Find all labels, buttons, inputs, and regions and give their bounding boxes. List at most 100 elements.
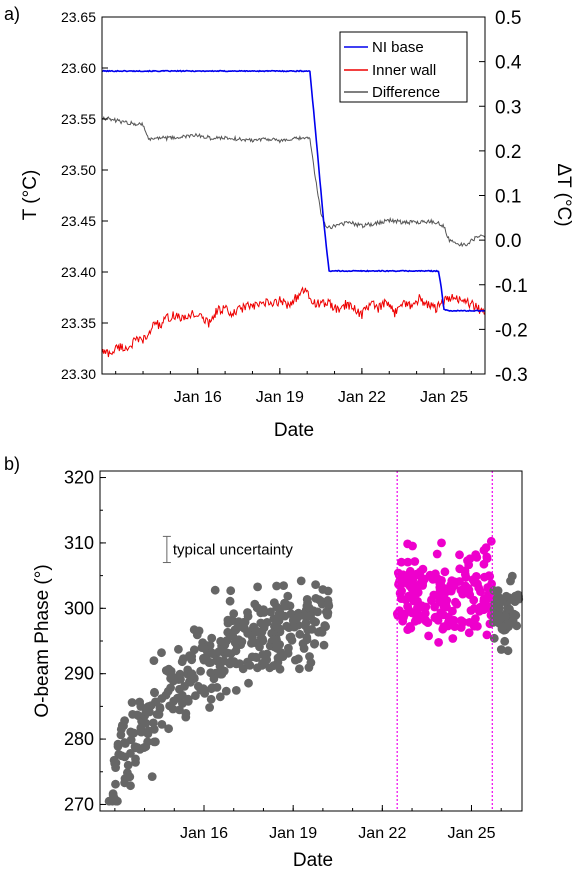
scatter-point — [147, 772, 157, 781]
scatter-point — [197, 643, 207, 652]
y2-tick-label: 0.4 — [495, 53, 522, 74]
y2-tick-label: 0.1 — [495, 187, 521, 208]
scatter-point — [441, 598, 451, 608]
scatter-point — [310, 639, 320, 648]
scatter-point — [278, 652, 288, 661]
scatter-point — [282, 600, 292, 610]
scatter-series-gray-late — [488, 571, 524, 656]
x-tick-label: Jan 19 — [256, 389, 304, 406]
scatter-point — [503, 646, 513, 656]
scatter-point — [465, 590, 475, 600]
y2-tick-label: -0.3 — [495, 365, 528, 386]
scatter-point — [282, 621, 291, 631]
scatter-point — [410, 557, 420, 566]
scatter-point — [126, 735, 136, 745]
scatter-point — [116, 730, 126, 740]
scatter-point — [259, 608, 269, 617]
scatter-point — [187, 655, 197, 665]
scatter-point — [317, 628, 327, 637]
scatter-point — [482, 554, 492, 563]
y-tick-label: 23.60 — [61, 60, 96, 76]
x-tick-label: Jan 19 — [269, 825, 317, 842]
scatter-point — [448, 579, 458, 588]
scatter-point — [482, 630, 492, 640]
scatter-point — [393, 568, 403, 578]
scatter-point — [311, 617, 320, 627]
scatter-point — [229, 609, 239, 619]
y-tick-label: 23.35 — [61, 315, 96, 331]
scatter-point — [243, 608, 252, 617]
scatter-point — [135, 697, 145, 707]
scatter-point — [491, 610, 500, 620]
scatter-point — [448, 634, 458, 643]
scatter-point — [191, 691, 200, 701]
scatter-point — [437, 538, 446, 548]
scatter-point — [415, 571, 425, 581]
scatter-point — [299, 611, 309, 621]
scatter-point — [432, 549, 442, 559]
scatter-point — [288, 615, 298, 625]
scatter-point — [393, 611, 403, 620]
scatter-point — [150, 687, 159, 697]
y2-tick-label: -0.1 — [495, 276, 528, 297]
scatter-point — [128, 710, 138, 719]
scatter-point — [409, 596, 419, 606]
scatter-point — [111, 779, 120, 789]
scatter-point — [136, 723, 146, 733]
scatter-point — [434, 638, 443, 647]
scatter-point — [207, 648, 217, 657]
scatter-point — [399, 575, 408, 585]
y-tick-label: 23.45 — [61, 213, 96, 229]
scatter-series-gray — [104, 576, 334, 806]
scatter-point — [120, 778, 129, 788]
scatter-point — [466, 606, 476, 615]
scatter-point — [403, 625, 413, 634]
scatter-point — [253, 663, 262, 673]
panel-b-x-axis: Jan 16 Jan 19 Jan 22 Jan 25 — [114, 805, 502, 842]
scatter-point — [488, 618, 498, 627]
scatter-point — [505, 604, 514, 614]
y-tick-label: 270 — [64, 794, 94, 814]
scatter-point — [272, 581, 281, 591]
scatter-point — [231, 686, 241, 695]
scatter-point — [398, 616, 408, 626]
y-tick-label: 23.50 — [61, 162, 96, 178]
scatter-point — [438, 624, 448, 634]
scatter-point — [196, 685, 206, 695]
scatter-point — [455, 564, 465, 574]
scatter-point — [303, 625, 313, 635]
scatter-point — [479, 605, 489, 615]
panel-a-legend: NI base Inner wall Difference — [339, 31, 468, 103]
scatter-point — [113, 796, 122, 806]
scatter-point — [253, 582, 262, 592]
legend-box — [339, 31, 468, 103]
scatter-point — [177, 690, 187, 700]
scatter-point — [275, 664, 285, 674]
scatter-point — [221, 686, 231, 696]
scatter-point — [215, 692, 225, 702]
scatter-point — [226, 616, 236, 625]
scatter-point — [165, 701, 175, 711]
scatter-point — [405, 581, 415, 591]
scatter-point — [125, 772, 135, 782]
scatter-point — [131, 758, 140, 767]
scatter-point — [302, 601, 312, 611]
scatter-point — [151, 697, 160, 707]
scatter-point — [291, 655, 300, 665]
scatter-point — [464, 560, 474, 570]
scatter-point — [304, 663, 314, 672]
scatter-point — [155, 704, 165, 714]
scatter-point — [455, 550, 464, 560]
panel-b-plot-area — [104, 471, 524, 811]
panel-b: b) Jan 16 Jan 19 Jan 22 Jan 25 270 280 290 300… — [4, 454, 524, 871]
panel-b-y-axis-label: O-beam Phase (°) — [32, 564, 53, 717]
scatter-point — [433, 615, 443, 625]
scatter-point — [296, 576, 306, 586]
scatter-point — [181, 712, 191, 722]
scatter-point — [496, 645, 506, 654]
scatter-point — [302, 595, 312, 604]
scatter-point — [189, 645, 199, 655]
y2-tick-label: 0.2 — [495, 142, 521, 163]
scatter-point — [456, 616, 466, 625]
scatter-point — [129, 728, 139, 738]
